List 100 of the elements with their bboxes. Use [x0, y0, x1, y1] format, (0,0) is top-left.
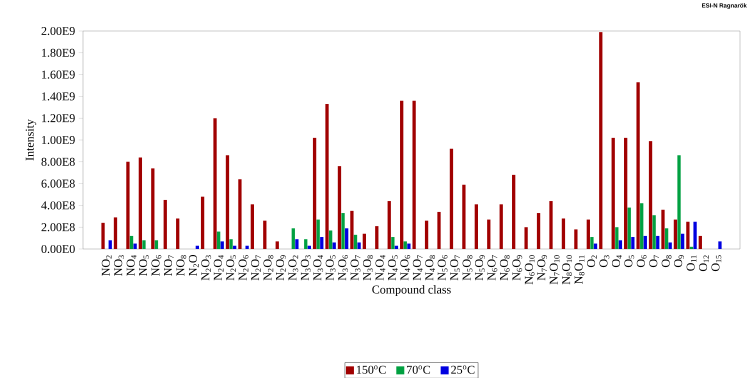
bar [320, 236, 324, 249]
bar [213, 118, 217, 249]
bar [196, 246, 199, 249]
x-tick-label: N$_{4}$O$_{5}$ [388, 255, 398, 280]
bar [325, 104, 329, 249]
bar [668, 242, 672, 249]
x-tick-label: NO$_{8}$ [176, 255, 186, 276]
bar [524, 227, 528, 249]
bar [656, 236, 660, 249]
bar [328, 230, 332, 249]
bar [462, 184, 466, 249]
x-tick-label: N$_{3}$O$_{2}$ [288, 255, 298, 280]
x-tick-label: N$_{4}$O$_{8}$ [425, 255, 436, 280]
x-tick-label: O$_{9}$ [674, 255, 684, 267]
y-tick-label: 2.00E9 [42, 26, 75, 35]
x-tick-label: NO$_{6}$ [152, 255, 162, 276]
bar [316, 219, 320, 249]
legend-label: 150$^{o}$C [356, 365, 386, 374]
legend-label: 25$^{o}$C [451, 365, 474, 374]
bar [636, 82, 640, 249]
bar [114, 217, 118, 249]
bar [698, 236, 702, 249]
y-axis-title: Intensity [26, 118, 36, 160]
bar [133, 243, 137, 249]
bar [308, 246, 311, 249]
x-tick-label: O$_{3}$ [599, 255, 610, 267]
bar [412, 100, 416, 249]
bar [631, 236, 635, 249]
bar [101, 222, 105, 249]
bar [304, 239, 308, 249]
y-tick-label: 4.00E8 [41, 201, 75, 210]
bar [549, 200, 553, 249]
bar [536, 212, 540, 249]
bar [226, 155, 230, 249]
x-tick-label: N$_{2}$O [188, 254, 199, 276]
bar [176, 218, 180, 249]
x-tick-label: N$_{6}$O$_{9}$ [512, 255, 522, 280]
x-tick-label: N$_{2}$O$_{7}$ [251, 255, 261, 280]
bar [640, 203, 644, 249]
x-tick-label: O$_{5}$ [624, 255, 634, 267]
x-tick-label: N$_{6}$O$_{7}$ [487, 255, 498, 280]
bar [404, 241, 407, 249]
bar [375, 226, 378, 249]
bar [338, 166, 342, 249]
x-tick-label: O$_{15}$ [711, 255, 722, 271]
bar [220, 241, 224, 249]
bar [612, 138, 615, 249]
bar [590, 236, 594, 249]
y-tick-label: 8.00E8 [41, 158, 75, 166]
bar [345, 228, 348, 249]
x-tick-label: N$_{5}$O$_{9}$ [475, 255, 485, 280]
x-tick-label: NO$_{7}$ [164, 255, 174, 276]
bar [500, 204, 503, 249]
x-tick-label: N$_{4}$O$_{7}$ [412, 255, 423, 280]
bar [615, 227, 618, 249]
x-tick-label: N$_{8}$O$_{10}$ [562, 255, 572, 284]
bar [233, 246, 236, 249]
bar [151, 168, 154, 249]
bar [474, 204, 478, 249]
bar [292, 228, 295, 249]
y-tick-label: 1.20E9 [42, 114, 75, 122]
bar [263, 220, 266, 249]
x-tick-label: N$_{3}$O$_{3}$ [300, 255, 311, 280]
x-tick-label: N$_{2}$O$_{5}$ [226, 255, 236, 280]
bar [341, 212, 345, 249]
bar [400, 100, 404, 249]
bar [130, 236, 134, 249]
bar [487, 219, 490, 249]
bar [652, 215, 656, 249]
x-tick-label: N$_{7}$O$_{10}$ [550, 255, 560, 284]
x-tick-label: N$_{2}$O$_{9}$ [276, 255, 286, 280]
x-tick-label: N$_{3}$O$_{7}$ [350, 255, 360, 280]
bar [312, 138, 316, 249]
y-tick-label: 1.40E9 [42, 92, 75, 100]
x-tick-label: NO$_{4}$ [126, 254, 136, 276]
bar [350, 210, 354, 249]
bar [354, 234, 358, 249]
bar [661, 210, 665, 249]
bar [624, 138, 628, 249]
bar [332, 242, 336, 249]
bar [276, 241, 279, 249]
x-tick-label: O$_{8}$ [662, 255, 672, 267]
bar [512, 174, 516, 249]
x-tick-label: N$_{3}$O$_{4}$ [313, 254, 324, 280]
x-tick-label: N$_{2}$O$_{3}$ [201, 255, 212, 280]
x-tick-label: N$_{3}$O$_{8}$ [363, 255, 373, 280]
bar [677, 155, 681, 249]
legend-label: 70$^{o}$C [407, 365, 430, 374]
x-tick-label: NO$_{5}$ [139, 255, 149, 276]
x-tick-label: O$_{2}$ [587, 255, 597, 267]
x-tick-label: NO$_{2}$ [102, 255, 112, 276]
bar [437, 212, 441, 249]
y-tick-label: 1.80E9 [42, 48, 75, 57]
bar [450, 148, 454, 249]
x-tick-label: N$_{6}$O$_{10}$ [524, 255, 535, 284]
x-tick-label: N$_{5}$O$_{8}$ [462, 255, 472, 280]
x-tick-label: N$_{7}$O$_{9}$ [537, 255, 548, 280]
x-tick-label: N$_{2}$O$_{6}$ [238, 255, 248, 280]
bar [229, 239, 233, 249]
y-tick-label: 1.60E9 [42, 70, 75, 79]
